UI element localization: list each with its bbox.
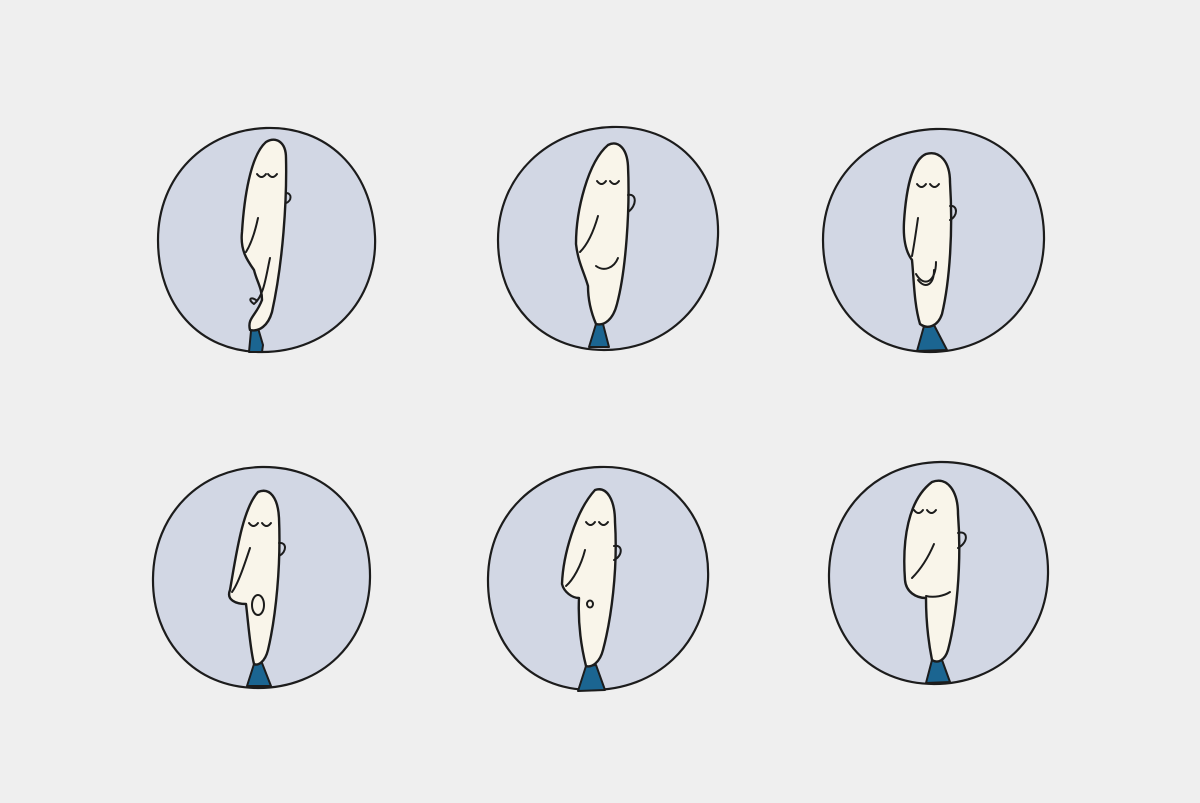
ear-icon bbox=[957, 531, 967, 549]
mouth-flat-line bbox=[925, 591, 951, 598]
mouth-smile bbox=[595, 257, 619, 270]
closed-eye-icon bbox=[598, 521, 609, 526]
closed-eye-icon bbox=[929, 183, 940, 188]
closed-eye-icon bbox=[913, 509, 924, 514]
face-shape bbox=[574, 142, 630, 326]
avatar-closed-eyes-hook-mouth bbox=[156, 126, 377, 354]
closed-eye-icon bbox=[926, 509, 937, 514]
avatar-closed-eyes-flat-mouth bbox=[827, 460, 1050, 686]
nose-line bbox=[579, 215, 599, 253]
closed-eye-icon bbox=[256, 173, 267, 178]
closed-eye-icon bbox=[916, 183, 927, 188]
face-shape bbox=[240, 138, 288, 332]
nose-line bbox=[911, 543, 935, 579]
closed-eye-icon bbox=[261, 522, 272, 527]
ear-icon bbox=[613, 544, 622, 561]
face-shape bbox=[902, 152, 953, 328]
avatar-closed-eyes-open-mouth bbox=[151, 465, 372, 690]
face-shape bbox=[903, 479, 961, 663]
avatar-closed-eyes-smile bbox=[496, 125, 720, 352]
closed-eye-icon bbox=[596, 180, 607, 185]
avatar-closed-eyes-wide-smile bbox=[821, 127, 1046, 354]
nose-line bbox=[565, 549, 586, 587]
nose-line bbox=[245, 217, 259, 253]
face-shape bbox=[560, 488, 617, 668]
nose-line bbox=[231, 547, 251, 593]
mouth-hook bbox=[249, 257, 271, 305]
ear-icon bbox=[278, 541, 286, 557]
ear-icon bbox=[627, 193, 636, 213]
nose-line bbox=[911, 217, 919, 257]
mouth-open-o bbox=[251, 594, 265, 616]
mouth-small-o bbox=[586, 599, 594, 609]
ear-icon bbox=[285, 192, 292, 204]
closed-eye-icon bbox=[248, 522, 259, 527]
ear-icon bbox=[949, 204, 957, 221]
face-shape bbox=[227, 489, 281, 666]
closed-eye-icon bbox=[267, 173, 278, 178]
closed-eye-icon bbox=[609, 180, 620, 185]
mouth-wide-smile-inner bbox=[917, 269, 935, 286]
closed-eye-icon bbox=[585, 521, 596, 526]
mouth-wide-smile bbox=[915, 261, 937, 283]
avatar-closed-eyes-small-mouth bbox=[486, 465, 710, 692]
